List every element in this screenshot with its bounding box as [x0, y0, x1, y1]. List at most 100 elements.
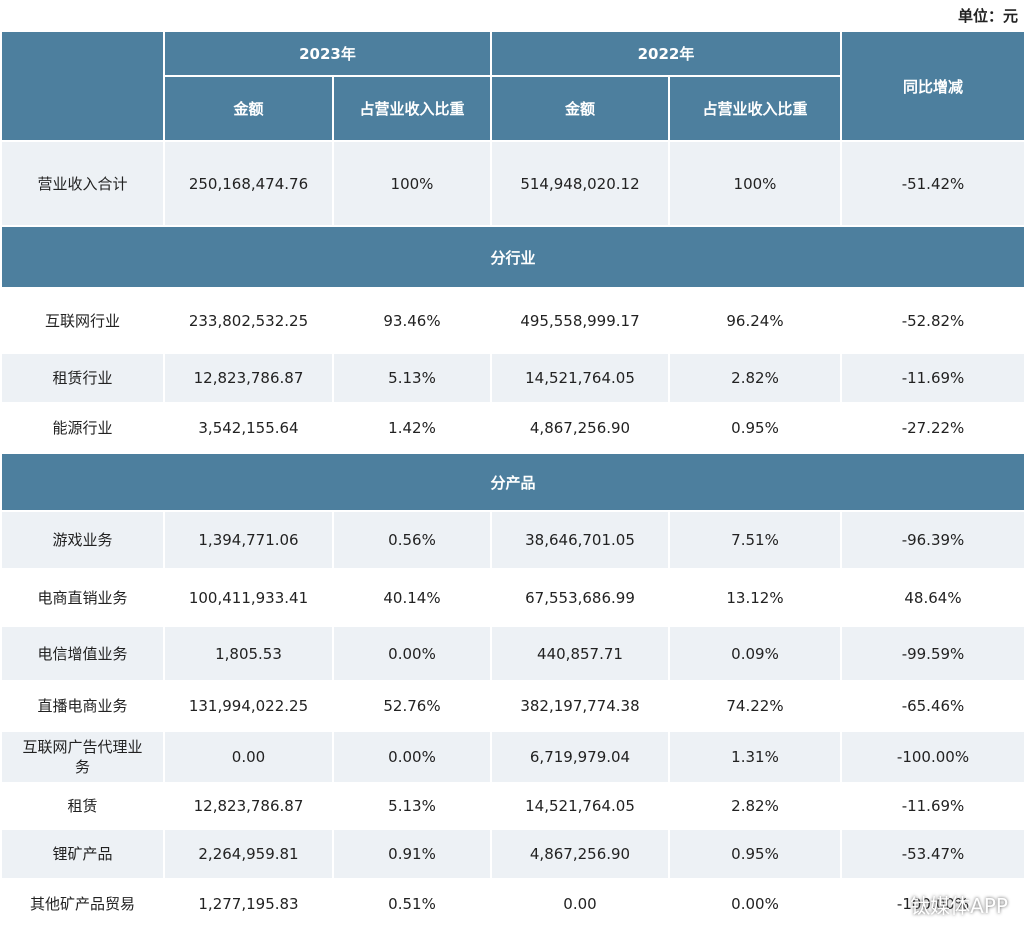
cell-value: 0.09% — [731, 645, 779, 663]
column-header: 占营业收入比重 — [669, 76, 841, 141]
cell-value: 1,277,195.83 — [198, 895, 298, 913]
cell-value: 93.46% — [383, 312, 440, 330]
value-cell: 67,553,686.99 — [491, 569, 669, 626]
cell-value: 5.13% — [388, 369, 436, 387]
cell-value: 3,542,155.64 — [198, 419, 298, 437]
value-cell: 100% — [333, 141, 491, 226]
value-cell: 514,948,020.12 — [491, 141, 669, 226]
value-cell: 440,857.71 — [491, 626, 669, 681]
cell-value: 2,264,959.81 — [198, 845, 298, 863]
cell-value: -51.42% — [902, 175, 965, 193]
section-row: 分行业 — [1, 226, 1024, 288]
cell-value: 100% — [391, 175, 434, 193]
cell-value: 13.12% — [726, 589, 783, 607]
cell-value: 0.00% — [731, 895, 779, 913]
revenue-table: 2023年 2022年 同比增减 金额 占营业收入比重 金额 占营业收入比重 营… — [0, 30, 1024, 929]
value-cell: 0.00% — [669, 879, 841, 928]
column-header: 金额 — [491, 76, 669, 141]
cell-value: 4,867,256.90 — [530, 419, 630, 437]
cell-value: 0.00% — [388, 645, 436, 663]
cell-value: -100.00% — [897, 748, 969, 766]
cell-value: 514,948,020.12 — [520, 175, 639, 193]
cell-value: 5.13% — [388, 797, 436, 815]
value-cell: 6,719,979.04 — [491, 731, 669, 783]
cell-value: 48.64% — [904, 589, 961, 607]
value-cell: 5.13% — [333, 783, 491, 829]
row-label: 电商直销业务 — [37, 588, 127, 608]
row-label: 互联网广告代理业务 — [23, 737, 143, 777]
row-label-cell: 互联网广告代理业务 — [1, 731, 164, 783]
cell-value: -11.69% — [902, 369, 965, 387]
value-cell: 12,823,786.87 — [164, 783, 333, 829]
value-cell: -11.69% — [841, 353, 1024, 403]
row-label: 租赁 — [67, 796, 97, 816]
value-cell: -11.69% — [841, 783, 1024, 829]
value-cell: 0.00% — [333, 731, 491, 783]
value-cell: 12,823,786.87 — [164, 353, 333, 403]
value-cell: 40.14% — [333, 569, 491, 626]
row-label-cell: 租赁行业 — [1, 353, 164, 403]
value-cell: 495,558,999.17 — [491, 288, 669, 353]
unit-label: 单位：元 — [958, 4, 1018, 28]
cell-value: 52.76% — [383, 697, 440, 715]
cell-value: 495,558,999.17 — [520, 312, 639, 330]
value-cell: 100,411,933.41 — [164, 569, 333, 626]
value-cell: 13.12% — [669, 569, 841, 626]
cell-value: 233,802,532.25 — [189, 312, 308, 330]
row-label-cell: 直播电商业务 — [1, 681, 164, 731]
column-header: 占营业收入比重 — [333, 76, 491, 141]
cell-value: 38,646,701.05 — [525, 531, 635, 549]
row-label-cell: 能源行业 — [1, 403, 164, 453]
value-cell: -53.47% — [841, 829, 1024, 879]
cell-value: -11.69% — [902, 797, 965, 815]
row-label: 能源行业 — [52, 418, 112, 438]
value-cell: -96.39% — [841, 511, 1024, 569]
value-cell: 0.09% — [669, 626, 841, 681]
cell-value: -99.59% — [902, 645, 965, 663]
value-cell: 1.31% — [669, 731, 841, 783]
data-row: 租赁 12,823,786.87 5.13% 14,521,764.05 2.82% -1… — [1, 783, 1024, 829]
cell-value: 14,521,764.05 — [525, 369, 635, 387]
cell-value: 67,553,686.99 — [525, 589, 635, 607]
value-cell: 0.00% — [333, 626, 491, 681]
yoy-header: 同比增减 — [841, 31, 1024, 141]
value-cell: 52.76% — [333, 681, 491, 731]
section-title: 分行业 — [1, 226, 1024, 288]
value-cell: 1,277,195.83 — [164, 879, 333, 928]
cell-value: 96.24% — [726, 312, 783, 330]
cell-value: -53.47% — [902, 845, 965, 863]
cell-value: 12,823,786.87 — [194, 369, 304, 387]
cell-value: -65.46% — [902, 697, 965, 715]
cell-value: 6,719,979.04 — [530, 748, 630, 766]
value-cell: 0.91% — [333, 829, 491, 879]
cell-value: 0.56% — [388, 531, 436, 549]
value-cell: -100.00% — [841, 731, 1024, 783]
cell-value: 0.51% — [388, 895, 436, 913]
value-cell: 4,867,256.90 — [491, 829, 669, 879]
row-label-cell: 电信增值业务 — [1, 626, 164, 681]
row-label: 营业收入合计 — [37, 174, 127, 194]
value-cell: 74.22% — [669, 681, 841, 731]
cell-value: 1,394,771.06 — [198, 531, 298, 549]
value-cell: 0.51% — [333, 879, 491, 928]
row-label-cell: 其他矿产品贸易 — [1, 879, 164, 928]
row-label-cell: 租赁 — [1, 783, 164, 829]
value-cell: 250,168,474.76 — [164, 141, 333, 226]
value-cell: 14,521,764.05 — [491, 783, 669, 829]
data-row: 租赁行业 12,823,786.87 5.13% 14,521,764.05 2.82%… — [1, 353, 1024, 403]
cell-value: 2.82% — [731, 369, 779, 387]
cell-value: 100% — [734, 175, 777, 193]
row-label: 游戏业务 — [52, 530, 112, 550]
year-header: 2022年 — [491, 31, 841, 76]
cell-value: 2.82% — [731, 797, 779, 815]
value-cell: 0.00 — [164, 731, 333, 783]
row-label: 直播电商业务 — [37, 696, 127, 716]
year-header: 2023年 — [164, 31, 491, 76]
value-cell: 1.42% — [333, 403, 491, 453]
row-label-cell: 锂矿产品 — [1, 829, 164, 879]
